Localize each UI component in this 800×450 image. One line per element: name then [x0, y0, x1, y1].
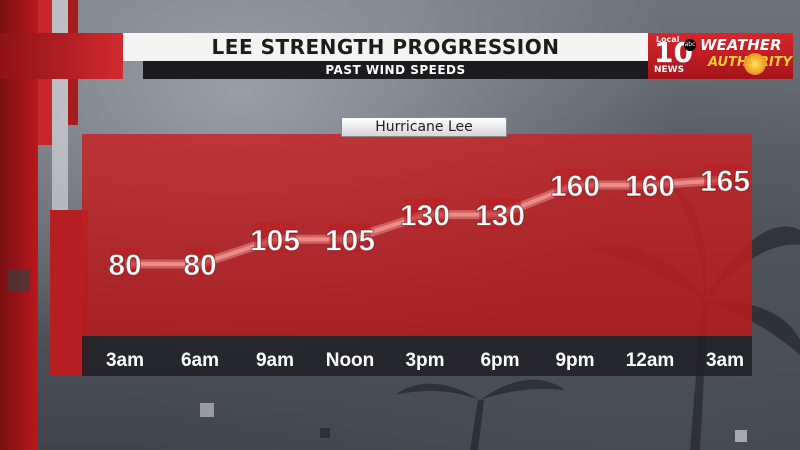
bg-square-3	[320, 428, 330, 438]
x-tick-label: 3am	[706, 350, 744, 371]
sun-icon	[744, 53, 766, 75]
data-label: 130	[475, 200, 525, 233]
logo-weather-text: WEATHER	[700, 36, 782, 54]
data-label-backdrop	[185, 248, 215, 278]
data-label-backdrop	[110, 248, 140, 278]
logo-local-text: Local	[656, 35, 680, 44]
x-tick-label: 12am	[626, 350, 675, 371]
data-label: 80	[108, 249, 141, 282]
data-label: 130	[400, 200, 450, 233]
bg-stripe-red-top	[0, 33, 123, 79]
chart-subtitle: PAST WIND SPEEDS	[143, 61, 648, 79]
data-label: 105	[325, 224, 375, 257]
x-tick-label: 6am	[181, 350, 219, 371]
data-label-backdrop	[554, 168, 596, 199]
x-tick-label: 9pm	[555, 350, 594, 371]
data-label-backdrop	[404, 198, 446, 229]
data-label: 160	[550, 170, 600, 203]
data-label-backdrop	[254, 223, 296, 254]
x-tick-label: 3am	[106, 350, 144, 371]
data-label-backdrop	[704, 164, 746, 194]
x-tick-label: 6pm	[480, 350, 519, 371]
x-axis-strip	[82, 336, 752, 376]
data-label: 80	[183, 249, 216, 282]
data-label: 105	[250, 224, 300, 257]
data-label: 160	[625, 170, 675, 203]
logo-network-badge: abc	[684, 39, 696, 51]
bg-square-2	[200, 403, 214, 417]
logo-news-text: NEWS	[654, 65, 685, 75]
x-tick-label: 3pm	[405, 350, 444, 371]
data-label: 165	[700, 165, 750, 198]
bg-square-4	[735, 430, 747, 442]
x-tick-label: 9am	[256, 350, 294, 371]
chart-plot-panel	[82, 134, 752, 336]
bg-stripe-red-lower	[50, 210, 88, 375]
bg-square-1	[8, 270, 30, 292]
series-label: Hurricane Lee	[341, 117, 507, 137]
station-logo: Local 10 abc NEWS WEATHER AUTHORITY	[648, 33, 793, 79]
data-label-backdrop	[479, 198, 521, 229]
x-tick-label: Noon	[326, 350, 375, 371]
data-label-backdrop	[329, 223, 371, 254]
data-label-backdrop	[629, 168, 671, 199]
chart-title: LEE STRENGTH PROGRESSION	[123, 33, 648, 61]
